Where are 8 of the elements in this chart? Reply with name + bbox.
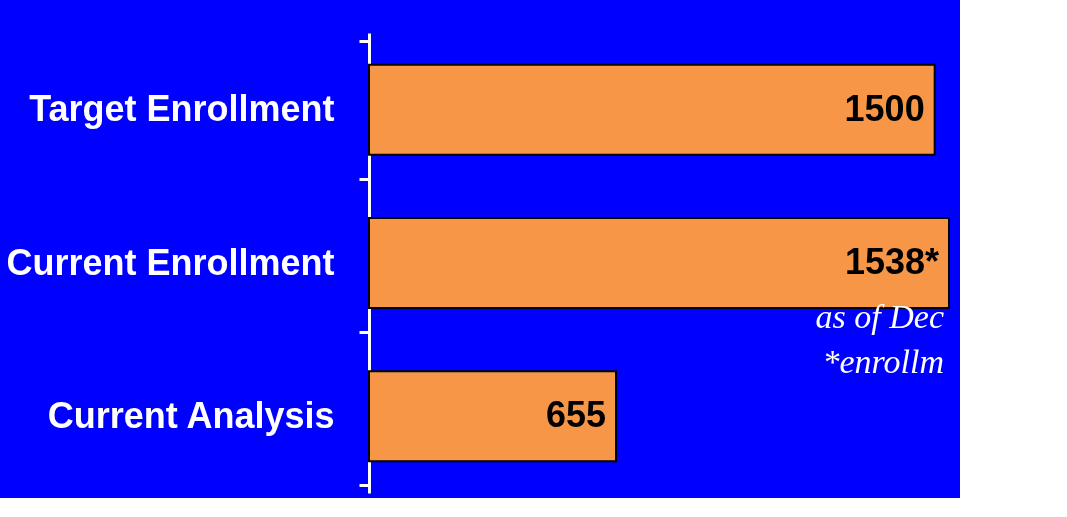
annotation: *enrollm — [822, 343, 944, 381]
annotation: as of Dec — [815, 298, 944, 336]
y-tick-label: Current Enrollment — [6, 241, 335, 283]
data-label: 655 — [545, 394, 607, 436]
y-tick-label: Current Analysis — [47, 394, 335, 436]
data-label: 1500 — [844, 87, 925, 129]
y-tick-label: Target Enrollment — [29, 88, 335, 130]
data-label: 1538* — [844, 241, 939, 282]
